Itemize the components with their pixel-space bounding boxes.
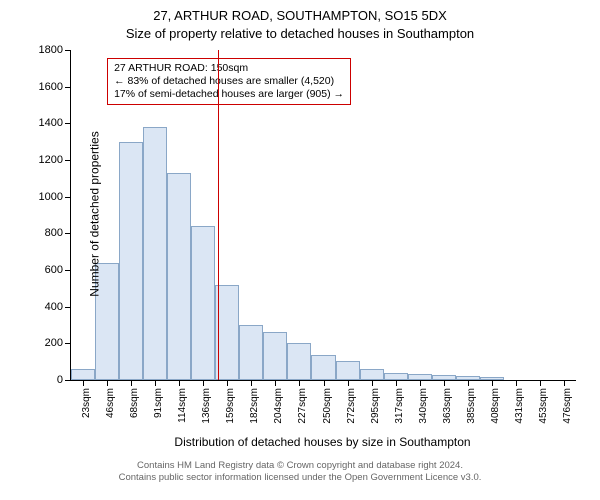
histogram-bar bbox=[239, 325, 263, 380]
x-tick-label: 227sqm bbox=[297, 388, 308, 424]
histogram-bar bbox=[384, 373, 408, 380]
y-tick-label: 600 bbox=[45, 264, 63, 276]
x-tick bbox=[348, 380, 349, 386]
x-tick-label: 136sqm bbox=[201, 388, 212, 424]
x-tick bbox=[420, 380, 421, 386]
y-tick-label: 1000 bbox=[39, 191, 63, 203]
histogram-bar bbox=[167, 173, 191, 380]
x-tick bbox=[468, 380, 469, 386]
x-tick-label: 46sqm bbox=[105, 388, 116, 418]
x-tick-label: 317sqm bbox=[394, 388, 405, 424]
histogram-bar bbox=[287, 343, 311, 380]
annotation-line2: ← 83% of detached houses are smaller (4,… bbox=[114, 75, 344, 88]
x-axis-label: Distribution of detached houses by size … bbox=[70, 435, 575, 449]
chart-title-line1: 27, ARTHUR ROAD, SOUTHAMPTON, SO15 5DX bbox=[0, 8, 600, 23]
x-tick bbox=[444, 380, 445, 386]
x-tick bbox=[203, 380, 204, 386]
x-tick-label: 453sqm bbox=[538, 388, 549, 424]
histogram-bar bbox=[191, 226, 215, 380]
footer-line1: Contains HM Land Registry data © Crown c… bbox=[0, 460, 600, 472]
footer-line2: Contains public sector information licen… bbox=[0, 472, 600, 484]
x-tick bbox=[251, 380, 252, 386]
x-tick-label: 295sqm bbox=[370, 388, 381, 424]
x-tick-label: 68sqm bbox=[129, 388, 140, 418]
x-tick-label: 340sqm bbox=[418, 388, 429, 424]
x-tick bbox=[155, 380, 156, 386]
plot-area: 27 ARTHUR ROAD: 150sqm ← 83% of detached… bbox=[70, 50, 576, 381]
y-tick-label: 800 bbox=[45, 227, 63, 239]
x-tick bbox=[540, 380, 541, 386]
x-tick-label: 204sqm bbox=[273, 388, 284, 424]
x-tick-label: 250sqm bbox=[322, 388, 333, 424]
x-tick bbox=[516, 380, 517, 386]
chart-container: 27, ARTHUR ROAD, SOUTHAMPTON, SO15 5DX S… bbox=[0, 0, 600, 500]
y-tick bbox=[65, 87, 71, 88]
x-tick bbox=[564, 380, 565, 386]
y-tick-label: 0 bbox=[57, 374, 63, 386]
x-tick-label: 182sqm bbox=[249, 388, 260, 424]
y-tick bbox=[65, 380, 71, 381]
reference-line bbox=[218, 50, 219, 380]
x-tick-label: 408sqm bbox=[490, 388, 501, 424]
y-tick-label: 1200 bbox=[39, 154, 63, 166]
x-tick bbox=[299, 380, 300, 386]
x-tick bbox=[372, 380, 373, 386]
x-tick-label: 114sqm bbox=[177, 388, 188, 423]
x-tick-label: 385sqm bbox=[466, 388, 477, 424]
annotation-box: 27 ARTHUR ROAD: 150sqm ← 83% of detached… bbox=[107, 58, 351, 105]
histogram-bar bbox=[263, 332, 287, 380]
x-tick bbox=[396, 380, 397, 386]
x-tick bbox=[492, 380, 493, 386]
chart-subtitle: Size of property relative to detached ho… bbox=[0, 26, 600, 41]
y-tick-label: 1600 bbox=[39, 81, 63, 93]
y-tick bbox=[65, 343, 71, 344]
y-tick-label: 200 bbox=[45, 337, 63, 349]
annotation-line1: 27 ARTHUR ROAD: 150sqm bbox=[114, 62, 344, 75]
x-tick bbox=[83, 380, 84, 386]
x-tick-label: 23sqm bbox=[81, 388, 92, 418]
x-tick-label: 431sqm bbox=[514, 388, 525, 424]
y-tick bbox=[65, 307, 71, 308]
x-tick-label: 363sqm bbox=[442, 388, 453, 424]
x-tick bbox=[131, 380, 132, 386]
histogram-bar bbox=[360, 369, 384, 380]
y-tick-label: 1400 bbox=[39, 117, 63, 129]
histogram-bar bbox=[71, 369, 95, 380]
histogram-bar bbox=[336, 361, 360, 380]
x-tick-label: 159sqm bbox=[225, 388, 236, 424]
x-tick bbox=[275, 380, 276, 386]
y-tick bbox=[65, 270, 71, 271]
y-tick bbox=[65, 123, 71, 124]
histogram-bar bbox=[311, 355, 335, 380]
y-tick bbox=[65, 233, 71, 234]
y-tick-label: 1800 bbox=[39, 44, 63, 56]
x-tick bbox=[107, 380, 108, 386]
y-tick-label: 400 bbox=[45, 301, 63, 313]
histogram-bar bbox=[119, 142, 143, 380]
footer-attribution: Contains HM Land Registry data © Crown c… bbox=[0, 460, 600, 485]
y-tick bbox=[65, 50, 71, 51]
annotation-line3: 17% of semi-detached houses are larger (… bbox=[114, 88, 344, 101]
y-tick bbox=[65, 160, 71, 161]
x-tick-label: 91sqm bbox=[153, 388, 164, 418]
x-tick bbox=[227, 380, 228, 386]
x-tick bbox=[324, 380, 325, 386]
x-tick bbox=[179, 380, 180, 386]
histogram-bar bbox=[143, 127, 167, 380]
y-tick bbox=[65, 197, 71, 198]
x-tick-label: 272sqm bbox=[346, 388, 357, 424]
histogram-bar bbox=[215, 285, 239, 380]
x-tick-label: 476sqm bbox=[562, 388, 573, 424]
y-axis-label: Number of detached properties bbox=[88, 131, 102, 296]
